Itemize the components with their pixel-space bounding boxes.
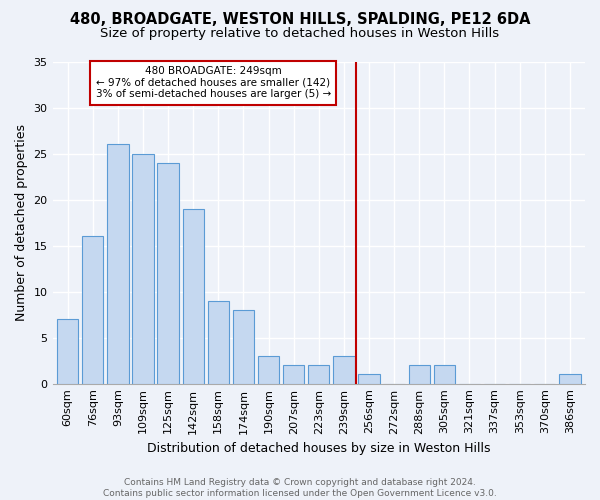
Text: 480 BROADGATE: 249sqm
← 97% of detached houses are smaller (142)
3% of semi-deta: 480 BROADGATE: 249sqm ← 97% of detached …: [95, 66, 331, 100]
Bar: [208, 301, 229, 384]
Bar: [434, 366, 455, 384]
Text: 480, BROADGATE, WESTON HILLS, SPALDING, PE12 6DA: 480, BROADGATE, WESTON HILLS, SPALDING, …: [70, 12, 530, 28]
Bar: [82, 236, 103, 384]
X-axis label: Distribution of detached houses by size in Weston Hills: Distribution of detached houses by size …: [147, 442, 491, 455]
Bar: [233, 310, 254, 384]
Bar: [132, 154, 154, 384]
Bar: [333, 356, 355, 384]
Bar: [258, 356, 279, 384]
Bar: [308, 366, 329, 384]
Bar: [57, 319, 78, 384]
Bar: [157, 163, 179, 384]
Y-axis label: Number of detached properties: Number of detached properties: [15, 124, 28, 321]
Bar: [559, 374, 581, 384]
Bar: [409, 366, 430, 384]
Bar: [182, 209, 204, 384]
Bar: [358, 374, 380, 384]
Bar: [107, 144, 128, 384]
Text: Size of property relative to detached houses in Weston Hills: Size of property relative to detached ho…: [100, 28, 500, 40]
Bar: [283, 366, 304, 384]
Text: Contains HM Land Registry data © Crown copyright and database right 2024.
Contai: Contains HM Land Registry data © Crown c…: [103, 478, 497, 498]
